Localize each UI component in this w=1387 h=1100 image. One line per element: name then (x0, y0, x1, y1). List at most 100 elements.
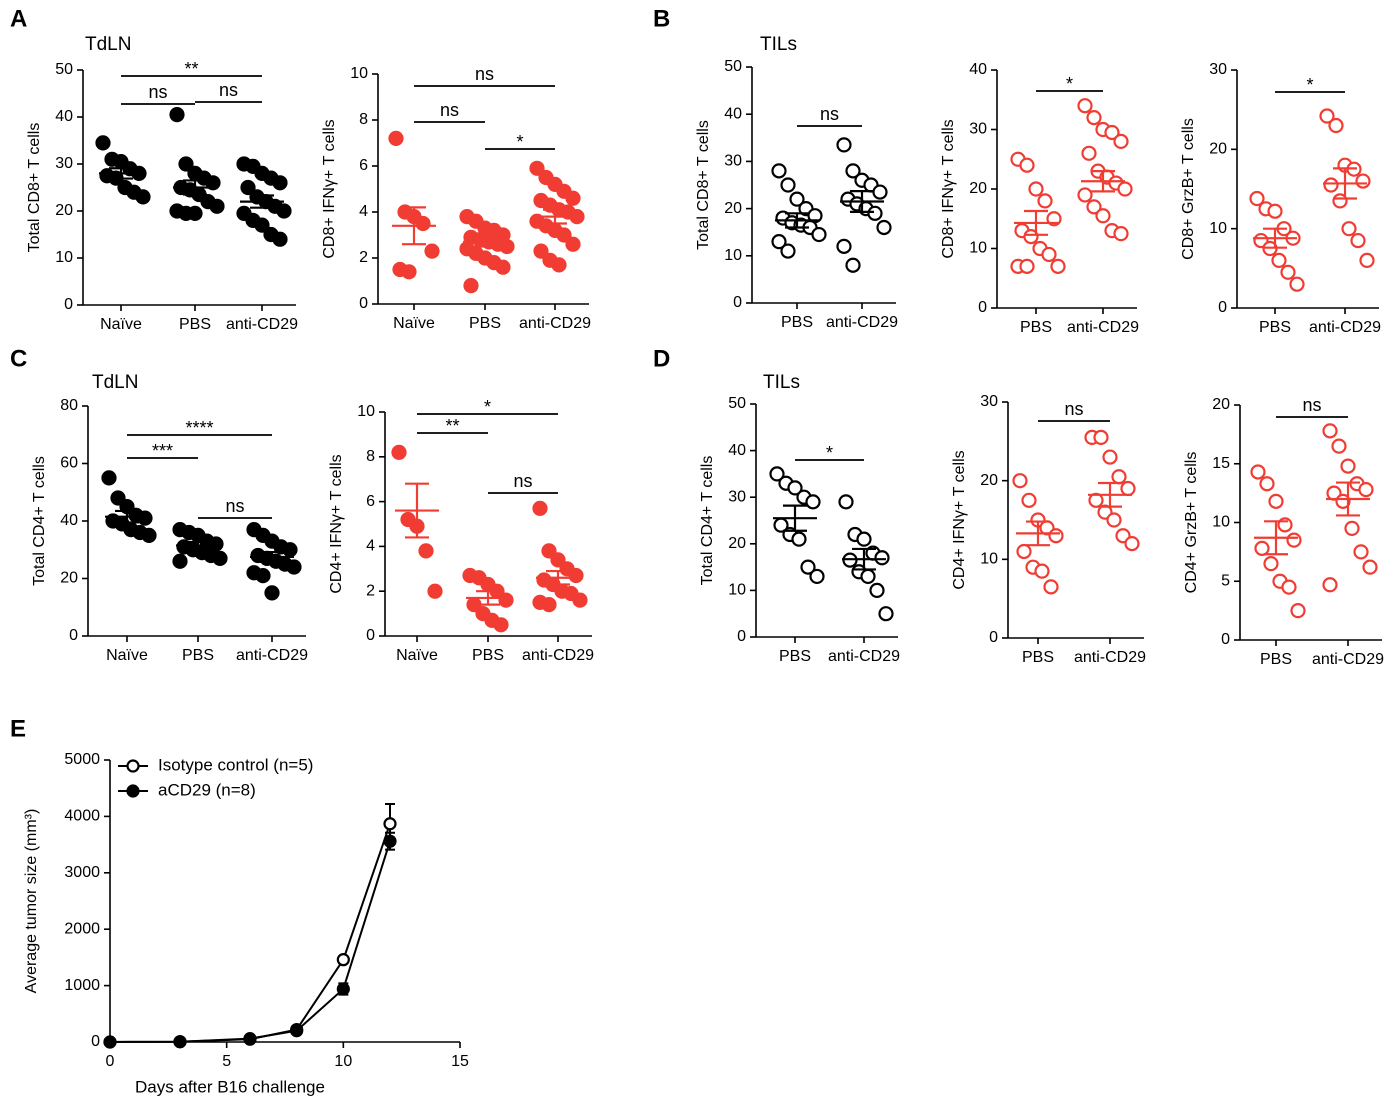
x-tick-label: PBS (781, 314, 813, 331)
data-point (391, 444, 407, 460)
y-tick-label: 10 (350, 65, 368, 82)
significance-label: ns (148, 82, 167, 102)
data-point (1086, 199, 1102, 215)
y-tick-label: 15 (1212, 455, 1230, 472)
significance-label: * (826, 443, 833, 463)
x-tick-label: anti-CD29 (828, 648, 900, 665)
data-point (1102, 449, 1118, 465)
data-point (1019, 258, 1035, 274)
data-point (209, 198, 225, 214)
x-axis-label: Days after B16 challenge (135, 1077, 325, 1096)
y-tick-label: 40 (728, 442, 746, 459)
data-point (771, 163, 787, 179)
significance-label: **** (185, 418, 213, 438)
data-point (424, 243, 440, 259)
y-axis-label: Average tumor size (mm³) (23, 809, 40, 994)
data-point (811, 226, 827, 243)
data-point (1104, 124, 1120, 141)
data-point (876, 219, 892, 236)
data-point (1113, 226, 1129, 242)
data-point (1028, 181, 1044, 197)
x-tick-label: anti-CD29 (522, 647, 594, 664)
data-point (1111, 469, 1127, 485)
data-point (1034, 563, 1050, 579)
y-tick-label: 10 (969, 240, 987, 257)
data-point (401, 264, 417, 280)
panel-title: TdLN (92, 372, 138, 393)
x-tick-label: PBS (1260, 651, 1292, 668)
data-point (255, 568, 271, 584)
data-point (178, 156, 194, 172)
x-tick-label: PBS (1022, 649, 1054, 666)
data-point (205, 175, 221, 191)
panel-title: TILs (760, 34, 797, 55)
y-tick-label: 40 (724, 105, 742, 122)
x-tick-label: PBS (1020, 319, 1052, 336)
y-tick-label: 6 (366, 493, 375, 510)
y-tick-label: 30 (724, 153, 742, 170)
data-point (1353, 544, 1369, 560)
x-tick-label: PBS (469, 315, 501, 332)
x-tick-label: anti-CD29 (826, 314, 898, 331)
x-tick-label: anti-CD29 (1312, 651, 1384, 668)
data-point (1048, 528, 1064, 544)
significance-label: ** (184, 59, 198, 79)
panel-title: TdLN (85, 34, 131, 55)
data-point (533, 243, 549, 259)
y-tick-label: 0 (91, 1033, 100, 1050)
data-point (1267, 203, 1283, 219)
data-point (1041, 246, 1057, 263)
y-tick-label: 2 (366, 582, 375, 599)
y-tick-label: 8 (359, 111, 368, 128)
data-point (1081, 145, 1097, 161)
y-axis-label: CD8+ GrzB+ T cells (1180, 118, 1197, 260)
y-tick-label: 0 (978, 299, 987, 316)
y-axis-label: CD4+ GrzB+ T cells (1183, 452, 1200, 594)
data-point (838, 494, 854, 510)
data-point (1093, 429, 1109, 445)
y-tick-label: 20 (969, 180, 987, 197)
y-tick-label: 10 (357, 403, 375, 420)
data-point (243, 1032, 257, 1046)
y-tick-label: 40 (55, 108, 73, 125)
data-point (551, 257, 567, 273)
x-tick-label: Naïve (396, 647, 438, 664)
data-point (541, 543, 557, 559)
y-tick-label: 5 (1221, 572, 1230, 589)
panel-title: TILs (763, 372, 800, 393)
panel-letter: B (653, 5, 670, 32)
data-point (791, 531, 807, 547)
legend-marker (126, 759, 140, 773)
data-point (800, 559, 816, 575)
data-point (1319, 108, 1335, 124)
data-point (874, 550, 890, 566)
y-axis-label: CD8+ IFNγ+ T cells (940, 119, 957, 258)
data-point (1021, 492, 1037, 508)
data-point (1289, 276, 1305, 292)
y-tick-label: 0 (359, 295, 368, 312)
data-point (1322, 423, 1338, 439)
x-tick-label: PBS (472, 647, 504, 664)
y-axis-label: CD8+ IFNγ+ T cells (321, 119, 338, 258)
data-point (169, 107, 185, 123)
data-point (1043, 579, 1059, 595)
data-point (383, 834, 397, 848)
data-point (499, 238, 515, 255)
y-tick-label: 80 (60, 397, 78, 414)
y-tick-label: 0 (737, 628, 746, 645)
legend-label: aCD29 (n=8) (158, 780, 256, 799)
x-tick-label: 10 (334, 1053, 352, 1070)
data-point (541, 597, 557, 613)
data-point (493, 617, 509, 633)
y-axis-label: CD4+ IFNγ+ T cells (328, 454, 345, 593)
y-tick-label: 10 (724, 247, 742, 264)
significance-label: * (1306, 75, 1313, 95)
data-point (137, 510, 153, 526)
y-tick-label: 20 (728, 535, 746, 552)
series-line (109, 840, 391, 1043)
data-point (836, 137, 852, 153)
data-point (1322, 577, 1338, 593)
data-point (845, 163, 861, 179)
data-point (264, 585, 280, 601)
